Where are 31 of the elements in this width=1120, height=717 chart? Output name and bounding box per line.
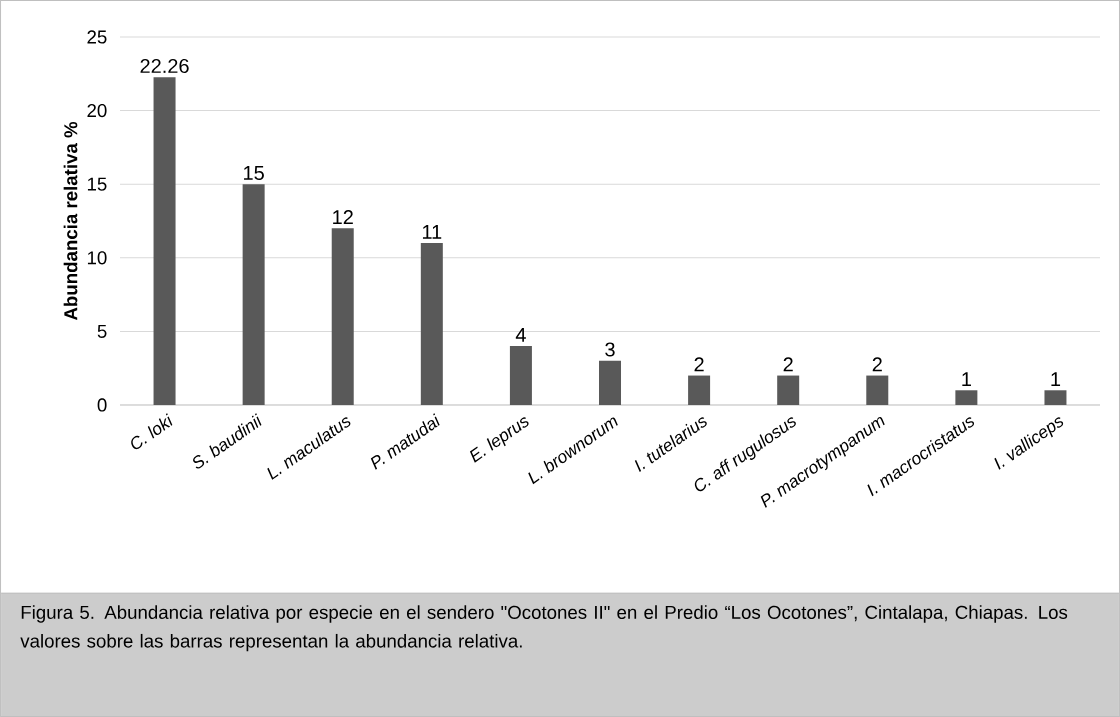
text: Figura 5. Abundancia relativa por especie en el sendero "Ocotones II" en el Predio “Los Ocotones”, Cintalapa, Chiapas. Los valores sobre las barras representan la abundancia relativa. <box>20 605 1068 652</box>
bar <box>331 228 354 405</box>
data-label: 12 <box>333 210 353 225</box>
bar <box>777 375 800 405</box>
data-label: 11 <box>422 225 442 239</box>
data-label: 1 <box>1051 372 1061 387</box>
bar <box>509 346 532 405</box>
bar <box>955 390 978 405</box>
bar <box>242 184 265 405</box>
x-tick-label: C. loki <box>131 413 173 450</box>
y-tick-label: 15 <box>87 177 107 191</box>
bar <box>420 243 443 405</box>
bar <box>1044 390 1067 405</box>
data-label: 15 <box>244 165 264 180</box>
data-label: 2 <box>872 357 882 372</box>
y-tick-label: 25 <box>87 30 107 44</box>
y-axis-title: Abundancia relativa % <box>63 121 78 321</box>
y-tick-label: 5 <box>97 324 107 338</box>
data-label: 3 <box>605 342 615 357</box>
data-label: 4 <box>515 328 526 342</box>
data-label: 2 <box>783 357 793 372</box>
y-tick-label: 0 <box>97 398 107 412</box>
data-label: 2 <box>694 357 704 372</box>
bar <box>866 375 889 405</box>
bar <box>153 77 176 405</box>
data-label: 22.26 <box>140 58 189 74</box>
bar <box>599 360 622 405</box>
data-label: 1 <box>962 372 971 387</box>
y-tick-label: 20 <box>87 103 107 118</box>
bar <box>688 375 711 405</box>
y-tick-label: 10 <box>87 251 107 265</box>
